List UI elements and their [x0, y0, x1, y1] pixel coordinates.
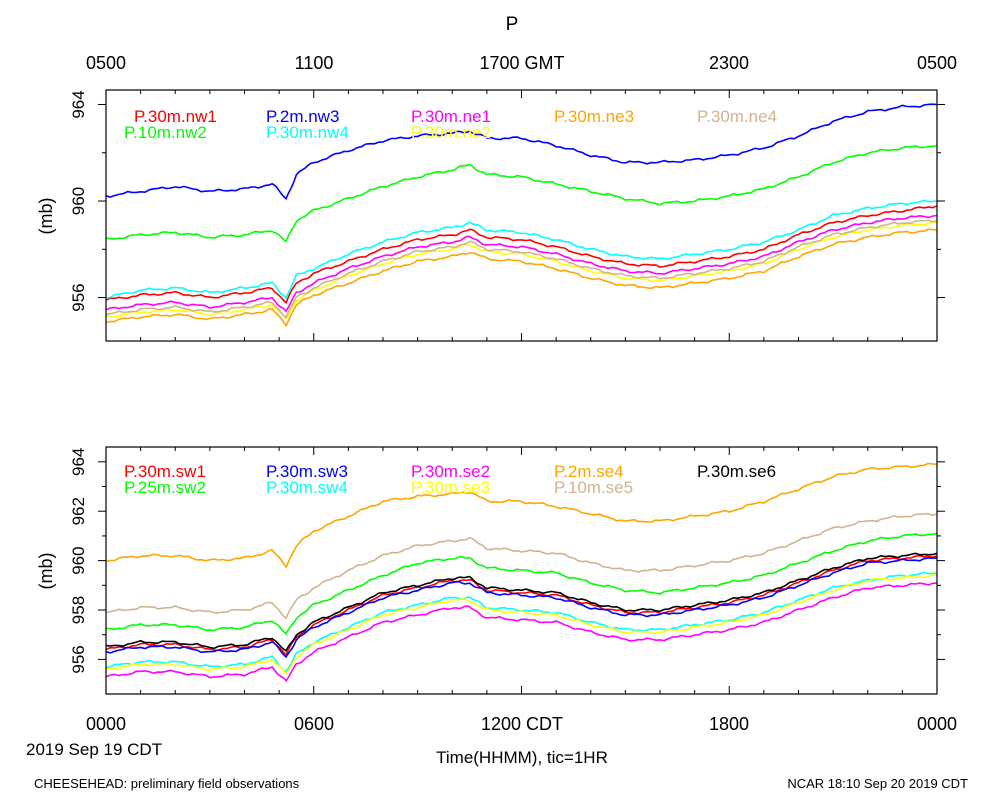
series-line-p-30m-sw1	[105, 554, 938, 657]
legend-entry: P.30m.se6	[697, 462, 776, 481]
series-line-p-10m-se5	[105, 512, 938, 620]
gmt-tick-label: 1700 GMT	[479, 53, 564, 73]
cdt-tick-label: 1200 CDT	[481, 714, 563, 734]
legend-entry: P.30m.ne4	[697, 107, 777, 126]
top-y-axis-label: (mb)	[36, 198, 56, 235]
date-label: 2019 Sep 19 CDT	[26, 740, 162, 759]
series-line-p-30m-sw3	[105, 557, 938, 659]
series-line-p-30m-ne3	[105, 228, 938, 327]
series-line-p-25m-sw2	[105, 532, 938, 636]
top-y-tick-label: 964	[69, 90, 88, 118]
bottom-plot-frame	[105, 446, 938, 695]
legend-entry: P.30m.nw1	[134, 107, 217, 126]
series-line-p-30m-sw4	[105, 571, 938, 674]
series-line-p-30m-se6	[105, 552, 938, 652]
series-line-p-2m-se4	[105, 462, 938, 569]
series-line-p-2m-nw3	[105, 103, 938, 201]
legend-entry: P.10m.nw2	[124, 123, 207, 142]
series-line-p-30m-nw1	[105, 205, 938, 305]
gmt-tick-label: 1100	[295, 53, 334, 73]
series-line-p-30m-nw4	[105, 199, 938, 300]
legend-entry: P.25m.sw2	[124, 478, 206, 497]
series-line-p-30m-ne1	[105, 214, 938, 313]
legend-entry: P.30m.sw3	[266, 462, 348, 481]
legend-entry: P.30m.ne2	[411, 123, 491, 142]
bottom-y-tick-label: 960	[69, 546, 88, 574]
bottom-y-tick-label: 964	[69, 448, 88, 476]
legend-entry: P.30m.ne1	[411, 107, 491, 126]
gmt-tick-label: 0500	[917, 53, 957, 73]
bottom-y-tick-label: 958	[69, 596, 88, 624]
bottom-y-axis-label: (mb)	[36, 553, 56, 590]
legend-entry: P.30m.se2	[411, 462, 490, 481]
gmt-tick-label: 2300	[709, 53, 749, 73]
legend-entry: P.10m.se5	[554, 478, 633, 497]
top-panel-ticks: 956 960 964	[69, 90, 945, 341]
cdt-tick-label: 0000	[86, 714, 126, 734]
cdt-tick-label: 0600	[294, 714, 334, 734]
series-line-p-30m-ne2	[105, 221, 938, 321]
gmt-tick-label: 0500	[86, 53, 126, 73]
top-panel-series	[105, 103, 938, 327]
cdt-tick-label: 1800	[709, 714, 749, 734]
top-panel: 956 960 964 P.30m.nw1 P.10m.nw2 P.2m.nw3 P…	[36, 89, 945, 342]
cdt-tick-label: 0000	[917, 714, 957, 734]
legend-entry: P.30m.ne3	[554, 107, 634, 126]
legend-entry: P.30m.se3	[411, 478, 490, 497]
top-y-tick-label: 960	[69, 187, 88, 215]
series-line-p-30m-se2	[105, 582, 938, 682]
chart-title: P	[506, 14, 519, 35]
bottom-y-tick-label: 956	[69, 645, 88, 673]
legend-entry: P.30m.sw1	[124, 462, 206, 481]
bottom-panel-series	[105, 462, 938, 682]
legend-entry: P.2m.nw3	[266, 107, 339, 126]
legend-entry: P.30m.sw4	[266, 478, 348, 497]
x-axis-label: Time(HHMM), tic=1HR	[436, 748, 608, 767]
legend-entry: P.30m.nw4	[266, 123, 349, 142]
bottom-panel: 956 958 960 962 964 P.30m.sw1 P.25m.sw2 P.30…	[36, 446, 945, 695]
bottom-y-tick-label: 962	[69, 497, 88, 525]
footer-right: NCAR 18:10 Sep 20 2019 CDT	[787, 776, 968, 791]
top-plot-frame	[105, 89, 938, 342]
legend-entry: P.2m.se4	[554, 462, 624, 481]
footer-left: CHEESEHEAD: preliminary field observatio…	[34, 776, 300, 791]
series-line-p-30m-ne4	[105, 219, 938, 319]
top-y-tick-label: 956	[69, 283, 88, 311]
series-line-p-10m-nw2	[105, 144, 938, 243]
series-line-p-30m-se3	[105, 573, 938, 676]
